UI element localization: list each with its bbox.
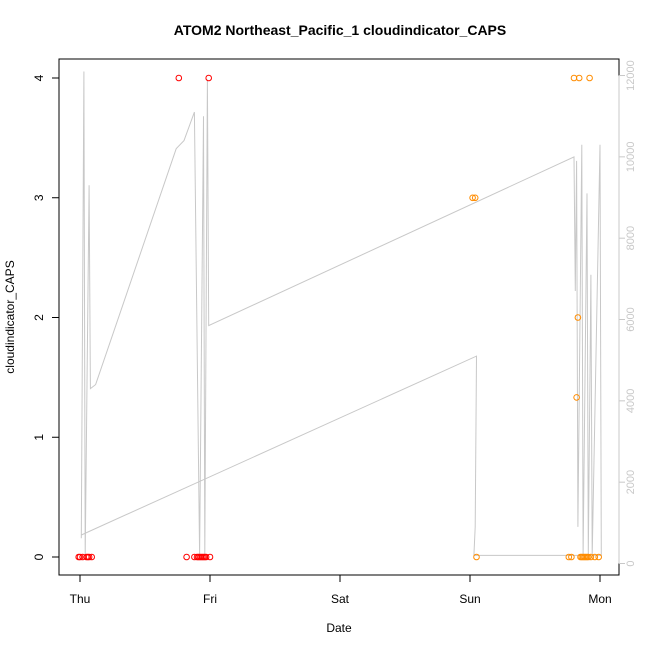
x-axis-label: Date [326,621,352,635]
y-tick-label: 0 [32,553,46,560]
data-point [585,553,592,561]
data-point [202,553,210,561]
data-point [565,553,573,561]
data-point [586,74,593,82]
data-point [587,553,595,561]
data-point [574,314,582,321]
y-tick-label: 1 [32,434,46,441]
x-tick-label: Sat [331,592,350,606]
data-point [595,553,603,561]
data-point [88,553,95,561]
y-axis: 0 1 2 3 4 [32,74,60,560]
data-point [568,553,575,561]
data-point [76,553,84,561]
x-tick-label: Thu [70,592,91,606]
y2-tick-label: 6000 [625,307,637,331]
points-layer [75,74,603,561]
y2-tick-label: 0 [625,560,637,566]
y2-tick-label: 2000 [625,470,637,494]
y2-tick-label: 10000 [625,142,637,173]
x-axis: Thu Fri Sat Sun Mon [70,574,612,606]
data-point [473,553,480,561]
chart-title: ATOM2 Northeast_Pacific_1 cloudindicator… [174,22,506,38]
x-tick-label: Mon [588,592,611,606]
y2-axis: 0 2000 4000 6000 8000 10000 12000 [618,60,637,567]
data-point [183,553,190,561]
data-point [469,194,476,202]
data-point [573,394,580,401]
y-tick-label: 4 [32,74,46,81]
y2-tick-label: 4000 [625,389,637,413]
data-point [471,194,479,202]
data-point [206,553,214,561]
x-tick-label: Sun [459,592,480,606]
data-point [85,553,93,561]
data-point [205,74,212,82]
y-tick-label: 3 [32,194,46,201]
data-point [175,74,183,82]
data-point [575,74,583,82]
x-tick-label: Fri [203,592,217,606]
y2-tick-label: 8000 [625,226,637,250]
data-point [591,553,599,561]
y-axis-label: cloudindicator_CAPS [3,260,17,373]
y-tick-label: 2 [32,314,46,321]
y2-tick-label: 12000 [625,60,637,91]
